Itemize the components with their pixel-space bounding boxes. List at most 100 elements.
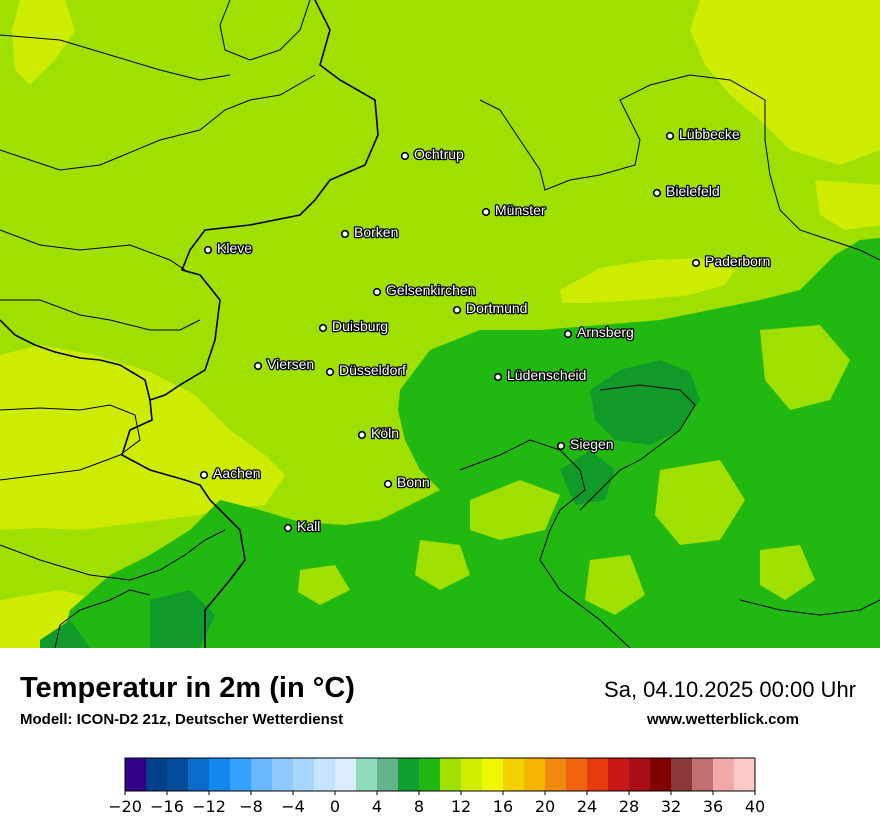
city-label: Kleve — [217, 240, 252, 256]
city-duesseldorf: Düsseldorf — [325, 361, 407, 379]
legend-swatch — [440, 758, 462, 791]
city-borken: Borken — [340, 223, 400, 241]
legend-swatch — [671, 758, 693, 791]
city-ochtrup: Ochtrup — [400, 145, 465, 163]
legend-swatch — [566, 758, 588, 791]
city-luebbecke: Lübbecke — [665, 125, 741, 143]
city-label: Lüdenscheid — [507, 367, 586, 383]
city-label: Paderborn — [705, 253, 770, 269]
legend-tick-label: 4 — [372, 797, 382, 816]
legend-swatch — [272, 758, 294, 791]
legend-swatch — [146, 758, 168, 791]
city-label: Münster — [495, 202, 546, 218]
color-legend: −20 −16 −12 −8 −4 0 4 8 12 16 20 24 28 32 36 40 — [108, 755, 770, 825]
legend-swatch — [482, 758, 504, 791]
legend-swatch — [419, 758, 441, 791]
legend-tick-label: 36 — [703, 797, 723, 816]
legend-swatch — [356, 758, 378, 791]
legend-swatch — [692, 758, 714, 791]
legend-tick-label: 8 — [414, 797, 424, 816]
city-kall: Kall — [283, 517, 322, 535]
legend-swatch — [461, 758, 483, 791]
legend-swatch — [713, 758, 735, 791]
legend-swatch — [545, 758, 567, 791]
city-kleve: Kleve — [203, 239, 254, 257]
legend-swatch — [734, 758, 756, 791]
city-label: Siegen — [570, 436, 614, 452]
legend-swatch — [209, 758, 231, 791]
city-label: Gelsenkirchen — [386, 282, 476, 298]
legend-swatch — [587, 758, 609, 791]
city-dortmund: Dortmund — [452, 299, 529, 317]
legend-tick-label: −12 — [192, 797, 226, 816]
legend-swatch — [188, 758, 210, 791]
city-label: Arnsberg — [577, 324, 634, 340]
legend-tick-label: 16 — [493, 797, 513, 816]
city-markers: Lübbecke Ochtrup Bielefeld Münster Borke… — [199, 125, 772, 535]
legend-swatch — [608, 758, 630, 791]
city-paderborn: Paderborn — [691, 252, 772, 270]
city-duisburg: Duisburg — [318, 317, 389, 335]
legend-tick-label: −16 — [150, 797, 184, 816]
legend-tick-label: 24 — [577, 797, 597, 816]
city-label: Köln — [371, 425, 399, 441]
city-label: Dortmund — [466, 300, 527, 316]
mid-zone — [60, 238, 880, 648]
city-label: Bielefeld — [666, 183, 720, 199]
legend-swatch — [314, 758, 336, 791]
city-label: Düsseldorf — [339, 362, 406, 378]
city-siegen: Siegen — [556, 435, 615, 453]
color-legend-svg: −20 −16 −12 −8 −4 0 4 8 12 16 20 24 28 32 36 40 — [108, 757, 765, 816]
city-koeln: Köln — [357, 424, 400, 442]
legend-swatch — [293, 758, 315, 791]
city-viersen: Viersen — [253, 355, 316, 373]
legend-tick-label: 40 — [745, 797, 765, 816]
legend-tick-label: −20 — [110, 797, 142, 816]
city-aachen: Aachen — [199, 464, 262, 482]
legend-swatch — [629, 758, 651, 791]
city-label: Ochtrup — [414, 146, 464, 162]
legend-tick-label: −8 — [239, 797, 263, 816]
legend-swatch — [650, 758, 672, 791]
city-muenster: Münster — [481, 201, 547, 219]
legend-ticks: −20 −16 −12 −8 −4 0 4 8 12 16 20 24 28 32 36 40 — [108, 791, 765, 816]
city-label: Lübbecke — [679, 126, 740, 142]
legend-swatch — [335, 758, 357, 791]
legend-swatch — [167, 758, 189, 791]
legend-tick-label: 32 — [661, 797, 681, 816]
forecast-datetime: Sa, 04.10.2025 00:00 Uhr — [604, 677, 856, 702]
city-luedenscheid: Lüdenscheid — [493, 366, 588, 384]
map-title: Temperatur in 2m (in °C) — [20, 672, 355, 704]
legend-tick-label: 20 — [535, 797, 555, 816]
temperature-map-svg: Lübbecke Ochtrup Bielefeld Münster Borke… — [0, 0, 880, 648]
city-label: Kall — [297, 518, 320, 534]
model-source: Modell: ICON-D2 21z, Deutscher Wetterdie… — [20, 711, 344, 728]
legend-swatches — [125, 758, 756, 791]
legend-swatch — [230, 758, 252, 791]
legend-tick-label: 0 — [330, 797, 340, 816]
legend-swatch — [524, 758, 546, 791]
borders — [0, 0, 880, 648]
mild-patches — [298, 325, 850, 615]
weather-map: Lübbecke Ochtrup Bielefeld Münster Borke… — [0, 0, 880, 648]
city-bielefeld: Bielefeld — [652, 182, 721, 200]
legend-swatch — [125, 758, 147, 791]
city-label: Viersen — [267, 356, 314, 372]
legend-frame — [124, 757, 756, 792]
legend-tick-label: 28 — [619, 797, 639, 816]
city-label: Duisburg — [332, 318, 388, 334]
legend-tick-label: 12 — [451, 797, 471, 816]
website-link[interactable]: www.wetterblick.com — [647, 711, 799, 728]
legend-swatch — [503, 758, 525, 791]
cool-zones — [40, 360, 700, 648]
city-label: Aachen — [213, 465, 260, 481]
legend-swatch — [377, 758, 399, 791]
legend-swatch — [251, 758, 273, 791]
city-bonn: Bonn — [383, 473, 431, 491]
legend-tick-label: −4 — [281, 797, 305, 816]
city-gelsenkirchen: Gelsenkirchen — [372, 281, 477, 299]
city-arnsberg: Arnsberg — [563, 323, 635, 341]
legend-swatch — [398, 758, 420, 791]
city-label: Borken — [354, 224, 398, 240]
city-label: Bonn — [397, 474, 430, 490]
